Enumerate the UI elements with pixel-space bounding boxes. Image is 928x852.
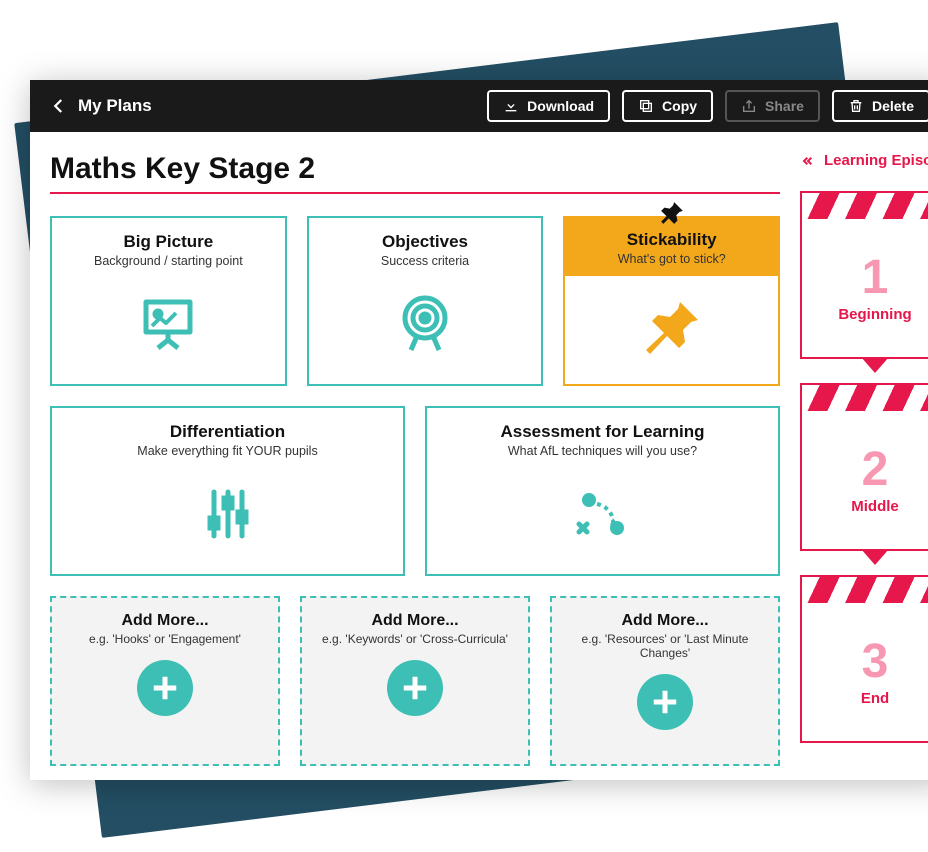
episode-number: 3 [862, 638, 889, 686]
plus-icon [637, 674, 693, 730]
episode-number: 2 [862, 446, 889, 494]
clapper-strip [802, 193, 928, 219]
card-subtitle: What's got to stick? [575, 252, 768, 266]
add-title: Add More... [121, 612, 208, 630]
back-label: My Plans [78, 96, 152, 116]
card-row-1: Big Picture Background / starting point … [50, 216, 780, 386]
pushpin-large-icon [640, 296, 704, 365]
episode-number: 1 [862, 254, 889, 302]
add-more-resources[interactable]: Add More... e.g. 'Resources' or 'Last Mi… [550, 596, 780, 766]
add-more-keywords[interactable]: Add More... e.g. 'Keywords' or 'Cross-Cu… [300, 596, 530, 766]
stickability-card[interactable]: Stickability What's got to stick? [563, 216, 780, 386]
differentiation-card[interactable]: Differentiation Make everything fit YOUR… [50, 406, 405, 576]
big-picture-card[interactable]: Big Picture Background / starting point [50, 216, 287, 386]
add-more-hooks[interactable]: Add More... e.g. 'Hooks' or 'Engagement' [50, 596, 280, 766]
clapper-strip [802, 577, 928, 603]
download-icon [503, 98, 519, 114]
card-title: Assessment for Learning [500, 422, 704, 442]
page-title: Maths Key Stage 2 [50, 152, 780, 194]
app-window: My Plans Download Copy Share Delete Math… [30, 80, 928, 780]
copy-button[interactable]: Copy [622, 90, 713, 122]
episode-arrow-icon [861, 357, 889, 373]
delete-button[interactable]: Delete [832, 90, 928, 122]
episode-card-2[interactable]: 2 Middle [800, 383, 928, 551]
card-subtitle: Success criteria [381, 254, 469, 268]
side-column: Learning Episo 1 Beginning 2 Middle [800, 152, 928, 780]
back-link[interactable]: My Plans [50, 96, 152, 116]
delete-label: Delete [872, 98, 914, 114]
card-row-2: Differentiation Make everything fit YOUR… [50, 406, 780, 576]
expand-icon [800, 153, 816, 169]
clapper-strip [802, 385, 928, 411]
add-title: Add More... [621, 612, 708, 630]
share-label: Share [765, 98, 804, 114]
presentation-icon [136, 292, 200, 361]
episode-label: End [861, 690, 889, 707]
target-icon [393, 292, 457, 361]
plus-icon [387, 660, 443, 716]
add-subtitle: e.g. 'Resources' or 'Last Minute Changes… [562, 632, 768, 660]
pushpin-icon [659, 200, 685, 231]
afl-card[interactable]: Assessment for Learning What AfL techniq… [425, 406, 780, 576]
episode-card-1[interactable]: 1 Beginning [800, 191, 928, 359]
objectives-card[interactable]: Objectives Success criteria [307, 216, 544, 386]
card-title: Stickability [575, 230, 768, 250]
add-title: Add More... [371, 612, 458, 630]
add-subtitle: e.g. 'Keywords' or 'Cross-Curricula' [322, 632, 508, 646]
plus-icon [137, 660, 193, 716]
share-icon [741, 98, 757, 114]
card-subtitle: What AfL techniques will you use? [508, 444, 697, 458]
card-subtitle: Background / starting point [94, 254, 243, 268]
sliders-icon [196, 482, 260, 551]
episode-label: Middle [851, 498, 899, 515]
card-subtitle: Make everything fit YOUR pupils [137, 444, 317, 458]
card-title: Differentiation [170, 422, 285, 442]
episode-label: Beginning [838, 306, 911, 323]
add-subtitle: e.g. 'Hooks' or 'Engagement' [89, 632, 241, 646]
trash-icon [848, 98, 864, 114]
episode-arrow-icon [861, 549, 889, 565]
card-row-3: Add More... e.g. 'Hooks' or 'Engagement'… [50, 596, 780, 766]
copy-icon [638, 98, 654, 114]
copy-label: Copy [662, 98, 697, 114]
content-area: Maths Key Stage 2 Big Picture Background… [30, 132, 928, 780]
side-header-label: Learning Episo [824, 152, 928, 169]
topbar: My Plans Download Copy Share Delete [30, 80, 928, 132]
strategy-icon [571, 482, 635, 551]
card-title: Objectives [382, 232, 468, 252]
card-title: Big Picture [123, 232, 213, 252]
download-button[interactable]: Download [487, 90, 610, 122]
main-column: Maths Key Stage 2 Big Picture Background… [50, 152, 780, 780]
learning-episodes-header[interactable]: Learning Episo [800, 152, 928, 169]
arrow-left-icon [50, 97, 68, 115]
download-label: Download [527, 98, 594, 114]
share-button: Share [725, 90, 820, 122]
episode-card-3[interactable]: 3 End [800, 575, 928, 743]
